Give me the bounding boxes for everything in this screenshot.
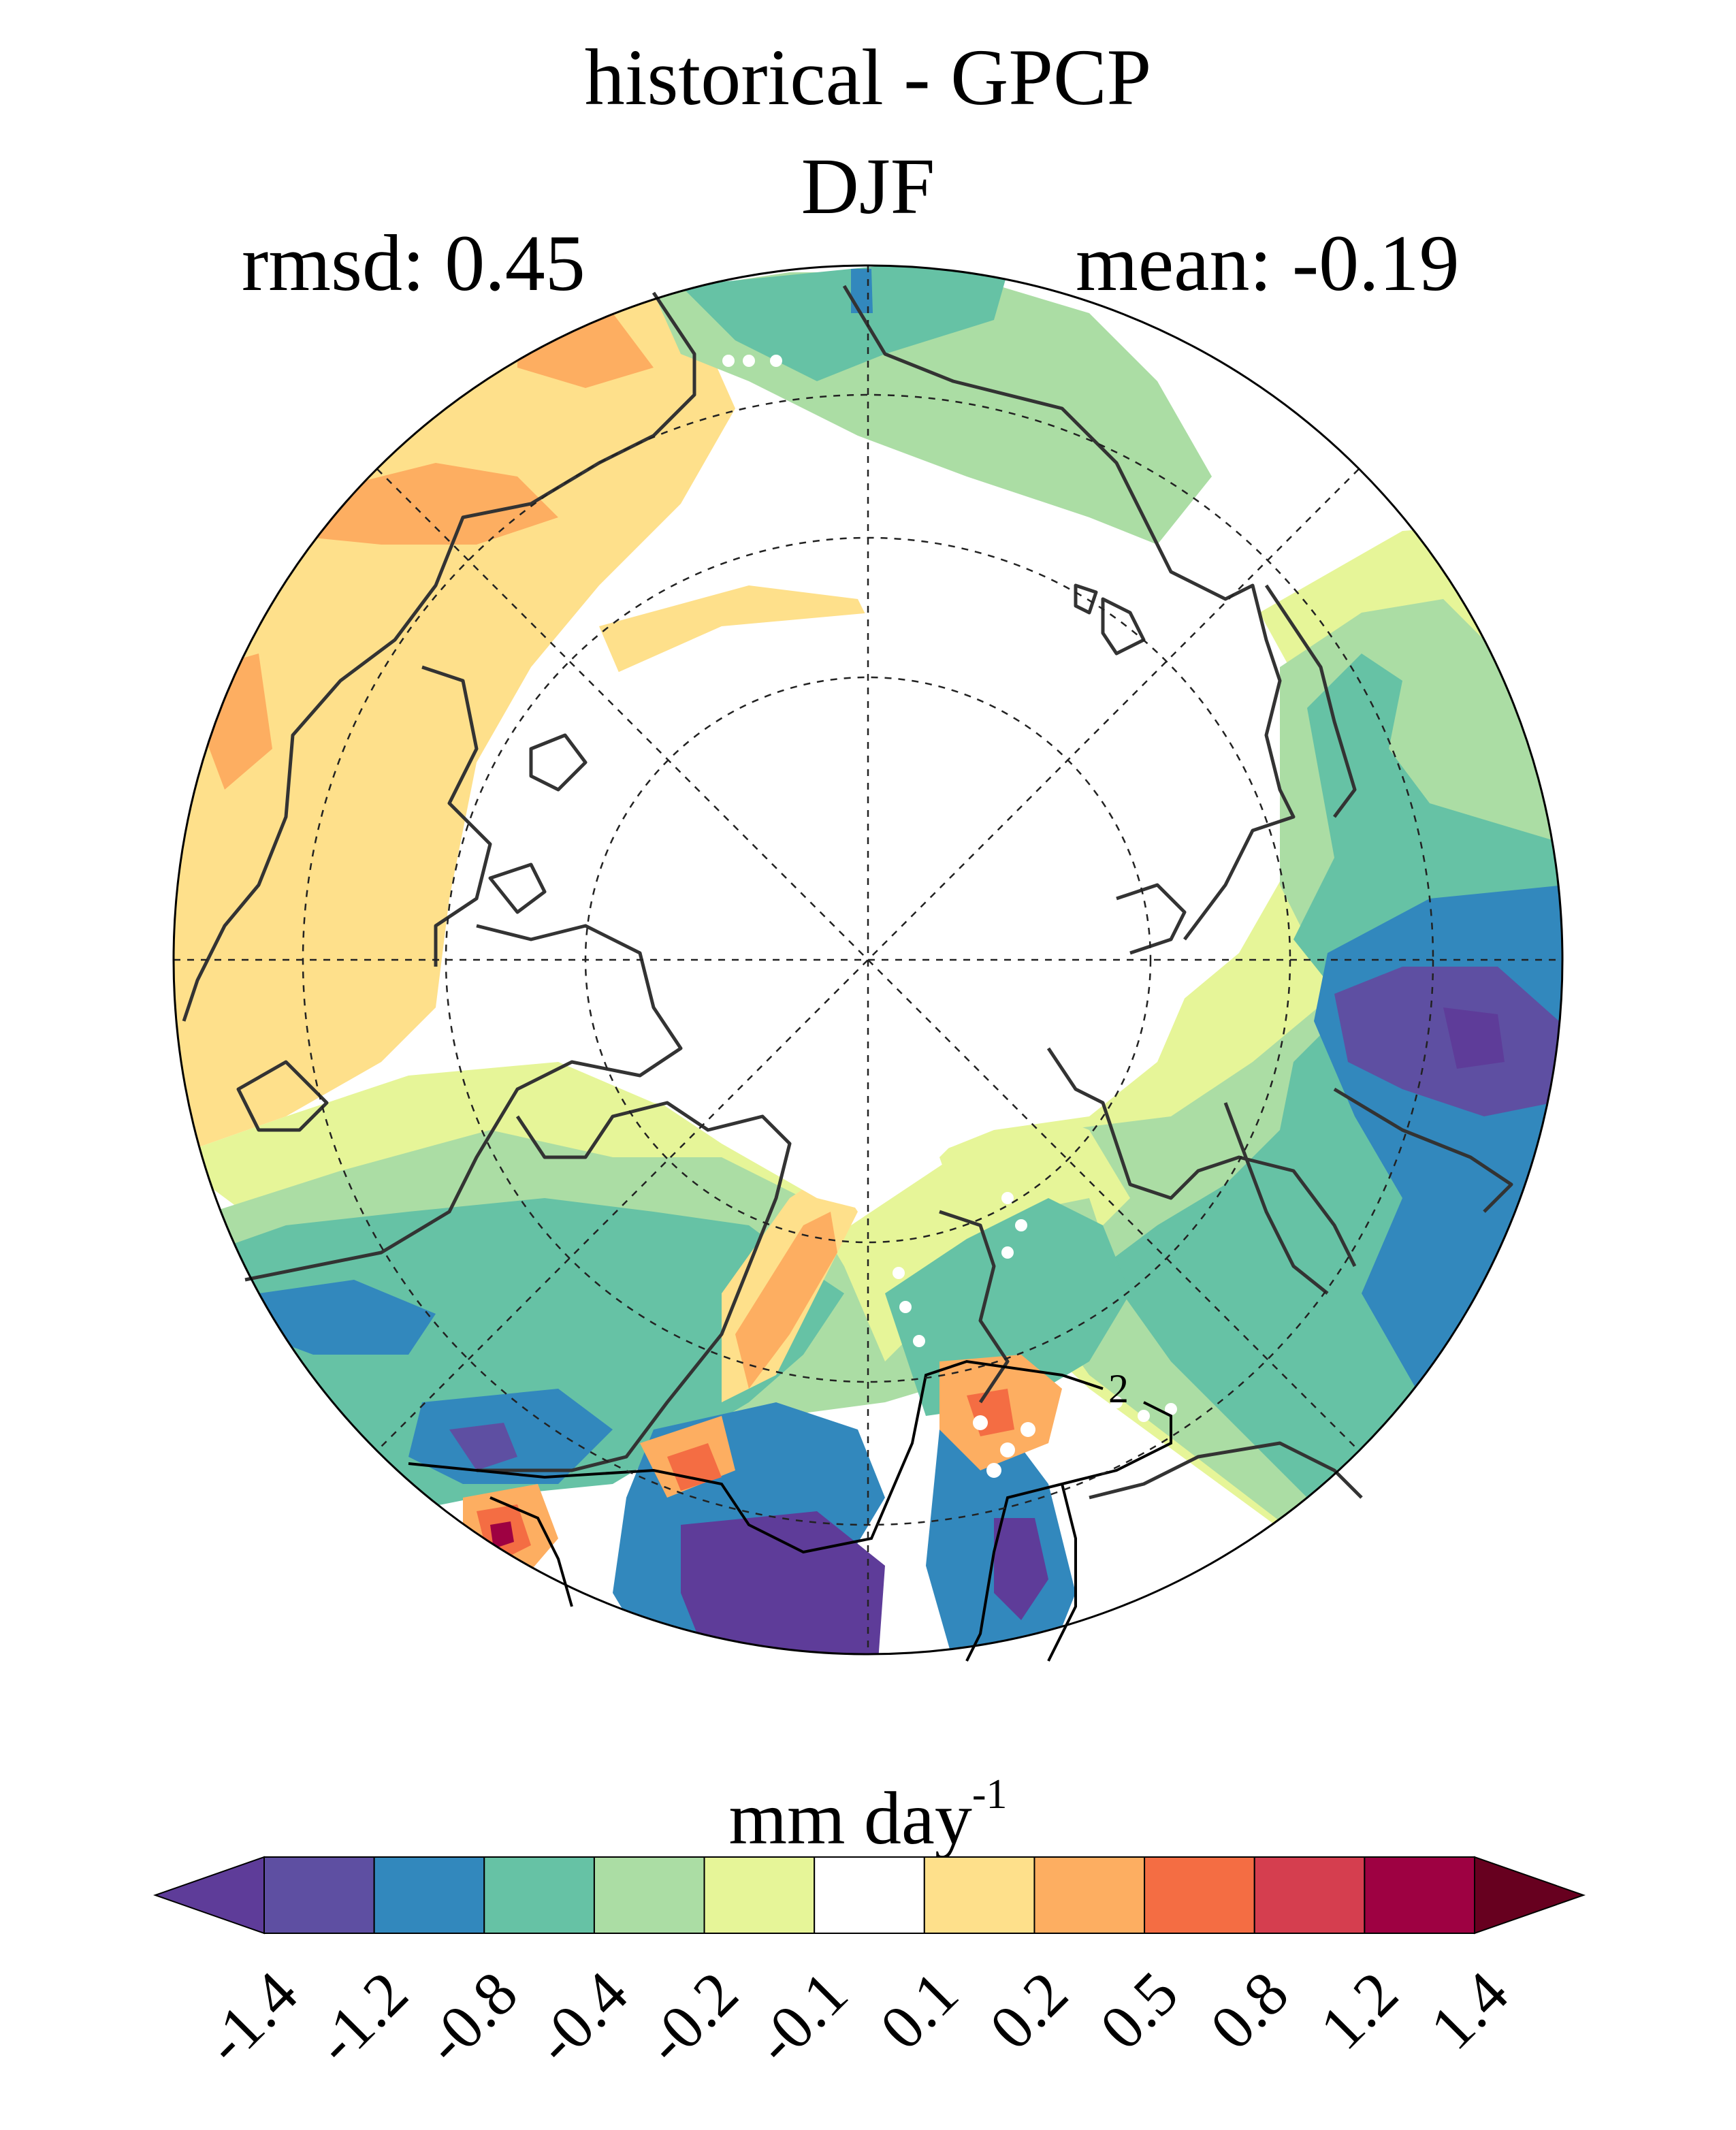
colorbar-swatch [593, 1856, 705, 1934]
colorbar-swatch [1144, 1856, 1255, 1934]
near-zero-region [599, 613, 1225, 1212]
colorbar-swatch [483, 1856, 595, 1934]
colorbar-swatch [263, 1856, 375, 1934]
colorbar-extend-low [152, 1856, 265, 1935]
mean-label: mean: -0.19 [1076, 219, 1460, 308]
colorbar-tick-label: 1.2 [1306, 1958, 1411, 2063]
colorbar-tick-label: 1.4 [1417, 1958, 1522, 2063]
colorbar-tick-label: 0.2 [976, 1958, 1082, 2063]
contour-label: 2 [1108, 1366, 1129, 1411]
units-base: mm day [728, 1777, 972, 1860]
colorbar-swatch [1253, 1856, 1366, 1934]
season-label: DJF [801, 142, 935, 231]
colorbar-tick-label: 0.5 [1087, 1958, 1191, 2063]
significance-stippling [722, 355, 1177, 1478]
coastlines [182, 285, 1513, 1500]
colorbar-units: mm day-1 [0, 1773, 1736, 1856]
polar-map: 2 [172, 264, 1564, 1662]
rmsd-label: rmsd: 0.45 [242, 219, 585, 308]
colorbar-tick-label: -1.2 [301, 1958, 421, 2078]
colorbar-tick-label: 0.1 [866, 1958, 971, 2063]
climatology-contour [408, 1359, 1172, 1662]
graticule [174, 265, 1562, 1654]
colorbar-tick-label: -0.1 [741, 1958, 861, 2078]
colorbar-swatch [1364, 1856, 1476, 1934]
colorbar-tick-label: -0.4 [521, 1958, 641, 2078]
colorbar-swatch [373, 1856, 485, 1934]
colorbar-swatch [1033, 1856, 1146, 1934]
colorbar-tick-label: -1.4 [191, 1958, 311, 2078]
colorbar-tick-label: -0.8 [411, 1958, 531, 2078]
colorbar-tick-label: 0.8 [1196, 1958, 1302, 2063]
colorbar-swatch [923, 1856, 1035, 1934]
map-title: historical - GPCP [584, 33, 1152, 122]
units-exponent: -1 [971, 1771, 1008, 1818]
map-boundary [172, 264, 1564, 1656]
colorbar-extend-high [1474, 1856, 1586, 1935]
colorbar-swatch [703, 1856, 816, 1934]
colorbar-swatch [814, 1856, 925, 1934]
colorbar-tick-label: -0.2 [631, 1958, 751, 2078]
